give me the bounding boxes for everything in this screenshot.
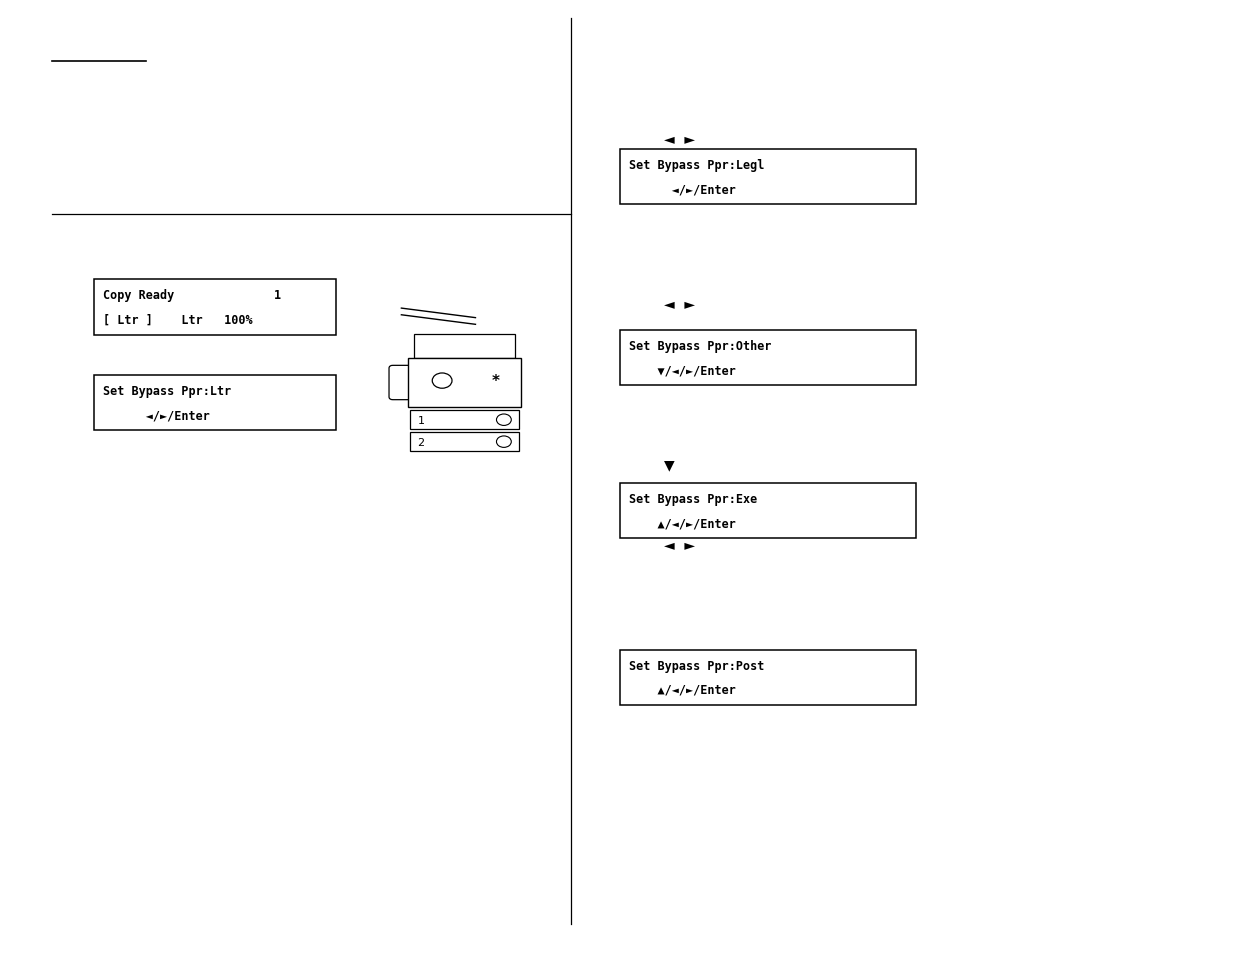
Text: [ Ltr ]    Ltr   100%: [ Ltr ] Ltr 100% [103, 314, 252, 327]
FancyBboxPatch shape [389, 366, 415, 400]
Bar [620, 331, 916, 386]
Text: Set Bypass Ppr:Ltr: Set Bypass Ppr:Ltr [103, 384, 231, 397]
Text: ◄/►/Enter: ◄/►/Enter [103, 409, 210, 422]
Text: ▲/◄/►/Enter: ▲/◄/►/Enter [629, 517, 736, 530]
Text: 2: 2 [417, 437, 425, 447]
Text: Set Bypass Ppr:Legl: Set Bypass Ppr:Legl [629, 158, 764, 172]
Text: ▼/◄/►/Enter: ▼/◄/►/Enter [629, 364, 736, 377]
Bar [94, 375, 336, 431]
Text: Copy Ready              1: Copy Ready 1 [103, 289, 280, 302]
Text: ◄  ►: ◄ ► [664, 133, 695, 147]
Text: ▼: ▼ [664, 458, 676, 472]
Bar [414, 335, 515, 358]
Text: 1: 1 [417, 416, 425, 425]
Text: *: * [492, 374, 499, 389]
Text: Set Bypass Ppr:Post: Set Bypass Ppr:Post [629, 659, 764, 672]
Bar [620, 483, 916, 538]
Bar [94, 280, 336, 335]
Text: ◄  ►: ◄ ► [664, 538, 695, 552]
Text: ◄/►/Enter: ◄/►/Enter [629, 183, 736, 196]
Bar [620, 150, 916, 205]
Text: Set Bypass Ppr:Other: Set Bypass Ppr:Other [629, 339, 771, 353]
Bar [620, 650, 916, 705]
Text: Set Bypass Ppr:Exe: Set Bypass Ppr:Exe [629, 492, 757, 505]
Text: ▲/◄/►/Enter: ▲/◄/►/Enter [629, 683, 736, 697]
Bar [410, 411, 519, 430]
Bar [410, 433, 519, 452]
Bar [408, 358, 521, 408]
Text: ◄  ►: ◄ ► [664, 298, 695, 312]
